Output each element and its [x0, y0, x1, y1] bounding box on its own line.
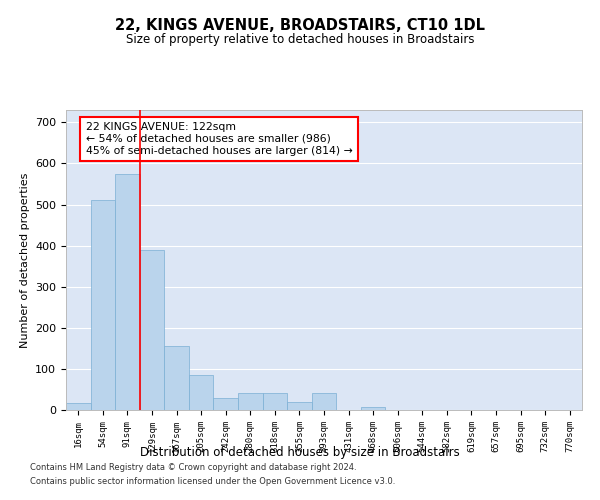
Bar — [91, 200, 115, 410]
Bar — [214, 398, 238, 410]
Text: 22 KINGS AVENUE: 122sqm
← 54% of detached houses are smaller (986)
45% of semi-d: 22 KINGS AVENUE: 122sqm ← 54% of detache… — [86, 122, 352, 156]
Bar — [238, 392, 263, 410]
Bar — [140, 250, 164, 410]
Bar — [287, 402, 312, 410]
Text: Size of property relative to detached houses in Broadstairs: Size of property relative to detached ho… — [126, 32, 474, 46]
Bar — [66, 402, 91, 410]
Bar — [115, 174, 140, 410]
Bar — [361, 406, 385, 410]
Bar — [263, 392, 287, 410]
Text: Contains public sector information licensed under the Open Government Licence v3: Contains public sector information licen… — [30, 477, 395, 486]
Text: 22, KINGS AVENUE, BROADSTAIRS, CT10 1DL: 22, KINGS AVENUE, BROADSTAIRS, CT10 1DL — [115, 18, 485, 32]
Text: Contains HM Land Registry data © Crown copyright and database right 2024.: Contains HM Land Registry data © Crown c… — [30, 464, 356, 472]
Bar — [312, 392, 336, 410]
Text: Distribution of detached houses by size in Broadstairs: Distribution of detached houses by size … — [140, 446, 460, 459]
Y-axis label: Number of detached properties: Number of detached properties — [20, 172, 29, 348]
Bar — [189, 375, 214, 410]
Bar — [164, 346, 189, 410]
